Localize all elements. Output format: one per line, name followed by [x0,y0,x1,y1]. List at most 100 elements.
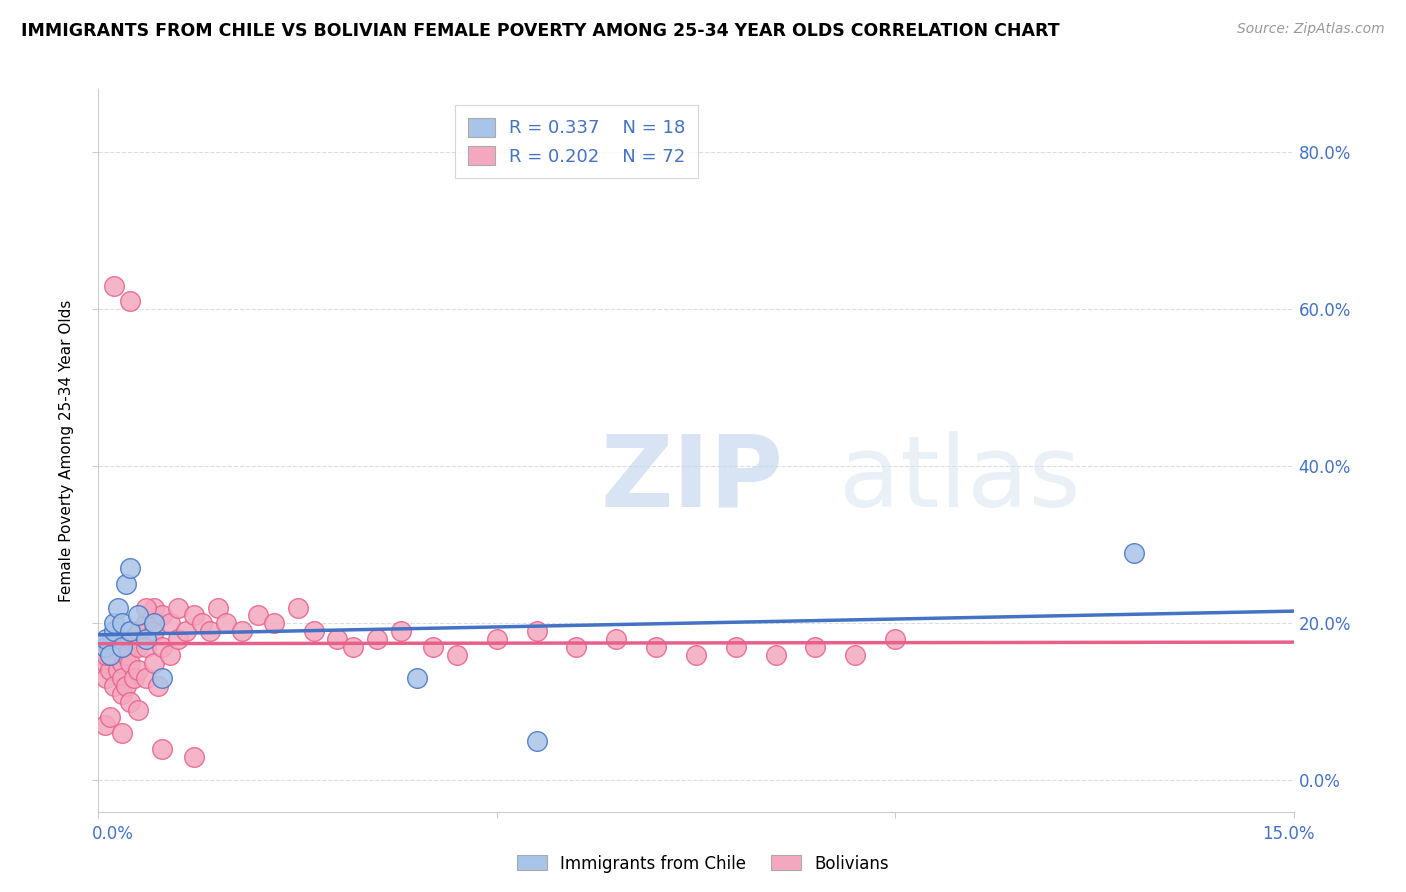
Point [191,616,214,631]
Point [135,600,157,615]
Point [422,640,444,654]
Point [96,648,118,662]
Point [135,616,157,631]
Point [103,632,125,646]
Point [198,624,221,639]
Point [342,640,364,654]
Point [167,632,190,646]
Point [103,278,125,293]
Point [287,600,309,615]
Point [120,656,142,670]
Point [124,671,146,685]
Point [1123,545,1146,559]
Point [231,624,253,639]
Point [94,640,117,654]
Point [135,671,157,685]
Point [389,624,412,639]
Point [103,624,125,639]
Point [127,703,149,717]
Point [246,608,269,623]
Point [565,640,588,654]
Point [150,640,173,654]
Point [115,648,138,662]
Point [135,632,157,646]
Point [150,608,173,623]
Point [143,600,166,615]
Point [111,656,134,670]
Point [120,695,142,709]
Point [91,648,114,662]
Point [326,632,349,646]
Point [174,624,197,639]
Point [143,616,166,631]
Text: 0.0%: 0.0% [91,825,134,843]
Point [263,616,285,631]
Point [96,632,118,646]
Point [446,648,468,662]
Point [724,640,747,654]
Text: 15.0%: 15.0% [1263,825,1315,843]
Point [115,679,138,693]
Point [135,640,157,654]
Point [120,561,142,575]
Legend: Immigrants from Chile, Bolivians: Immigrants from Chile, Bolivians [510,848,896,880]
Point [605,632,627,646]
Point [111,687,134,701]
Point [120,632,142,646]
Point [111,640,134,654]
Point [804,640,827,654]
Point [685,648,707,662]
Point [96,640,118,654]
Point [148,679,170,693]
Point [366,632,388,646]
Point [111,616,134,631]
Point [111,671,134,685]
Point [150,671,173,685]
Point [98,664,122,678]
Text: Source: ZipAtlas.com: Source: ZipAtlas.com [1237,22,1385,37]
Point [96,671,118,685]
Point [111,640,134,654]
Point [94,718,117,732]
Point [406,671,429,685]
Point [207,600,229,615]
Point [103,616,125,631]
Point [103,648,125,662]
Point [127,608,149,623]
Point [645,640,668,654]
Point [96,656,118,670]
Point [103,679,125,693]
Point [215,616,238,631]
Point [183,749,205,764]
Point [526,624,548,639]
Point [120,624,142,639]
Point [107,664,129,678]
Point [98,648,122,662]
Text: IMMIGRANTS FROM CHILE VS BOLIVIAN FEMALE POVERTY AMONG 25-34 YEAR OLDS CORRELATI: IMMIGRANTS FROM CHILE VS BOLIVIAN FEMALE… [21,22,1060,40]
Point [765,648,787,662]
Point [159,616,181,631]
Point [98,710,122,724]
Point [107,600,129,615]
Legend: R = 0.337    N = 18, R = 0.202    N = 72: R = 0.337 N = 18, R = 0.202 N = 72 [456,105,697,178]
Point [183,608,205,623]
Point [884,632,907,646]
Point [143,624,166,639]
Text: atlas: atlas [839,431,1081,528]
Y-axis label: Female Poverty Among 25-34 Year Olds: Female Poverty Among 25-34 Year Olds [59,300,75,601]
Point [150,742,173,756]
Point [115,577,138,591]
Point [159,648,181,662]
Point [844,648,866,662]
Point [127,664,149,678]
Point [120,294,142,309]
Point [167,600,190,615]
Point [143,656,166,670]
Point [526,734,548,748]
Point [485,632,508,646]
Point [302,624,325,639]
Point [127,640,149,654]
Point [127,624,149,639]
Point [111,726,134,740]
Text: ZIP: ZIP [600,431,783,528]
